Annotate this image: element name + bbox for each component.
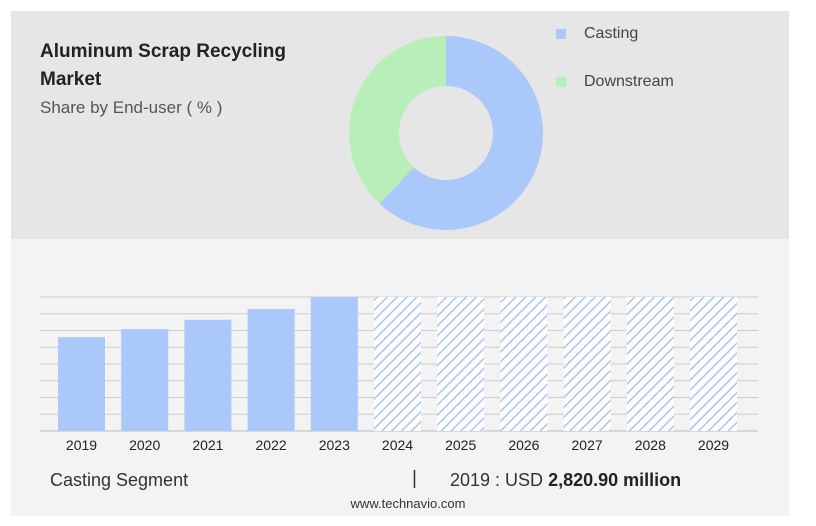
chart-subtitle: Share by End-user ( % ) [40, 98, 223, 117]
donut-slice-downstream [349, 36, 446, 204]
bar-2019 [58, 337, 105, 431]
x-tick-2027: 2027 [572, 437, 603, 453]
bar-2020 [121, 329, 169, 431]
bar-2028 [626, 297, 674, 431]
source-link[interactable]: www.technavio.com [350, 496, 466, 511]
x-tick-2026: 2026 [508, 437, 539, 453]
x-tick-2019: 2019 [66, 437, 97, 453]
bar-chart [58, 297, 737, 431]
bar-2029 [690, 297, 737, 431]
x-tick-2029: 2029 [698, 437, 729, 453]
legend-swatch-casting [556, 29, 566, 39]
bar-2026 [500, 297, 548, 431]
legend-swatch-downstream [556, 77, 566, 87]
bar-2021 [184, 319, 232, 431]
legend-label-casting: Casting [584, 25, 639, 42]
footer-segment-label: Casting Segment [50, 470, 189, 490]
x-tick-2021: 2021 [192, 437, 223, 453]
footer-separator: | [412, 468, 417, 489]
x-tick-2028: 2028 [635, 437, 666, 453]
x-axis-ticks: 2019 2020 2021 2022 2023 2024 2025 2026 2027 2028… [66, 437, 729, 453]
footer-value-bold: 2,820.90 million [548, 470, 682, 490]
bar-2023 [310, 297, 358, 431]
x-tick-2024: 2024 [382, 437, 413, 453]
x-tick-2023: 2023 [319, 437, 350, 453]
x-tick-2025: 2025 [445, 437, 476, 453]
chart-title: Aluminum Scrap Recycling Market [40, 41, 287, 90]
bar-2027 [563, 297, 611, 431]
x-tick-2022: 2022 [256, 437, 287, 453]
footer-value: 2019 : USD 2,820.90 million [450, 470, 681, 491]
footer-value-prefix: 2019 : USD [450, 470, 544, 490]
bar-2022 [247, 309, 295, 431]
legend-item-downstream: Downstream [556, 70, 674, 94]
donut-slice-casting [379, 36, 543, 230]
bar-2024 [374, 297, 421, 431]
legend-item-casting: Casting [556, 22, 638, 46]
x-tick-2020: 2020 [129, 437, 160, 453]
donut-chart [349, 36, 543, 230]
legend-label-downstream: Downstream [584, 73, 674, 90]
bar-2025 [437, 297, 485, 431]
